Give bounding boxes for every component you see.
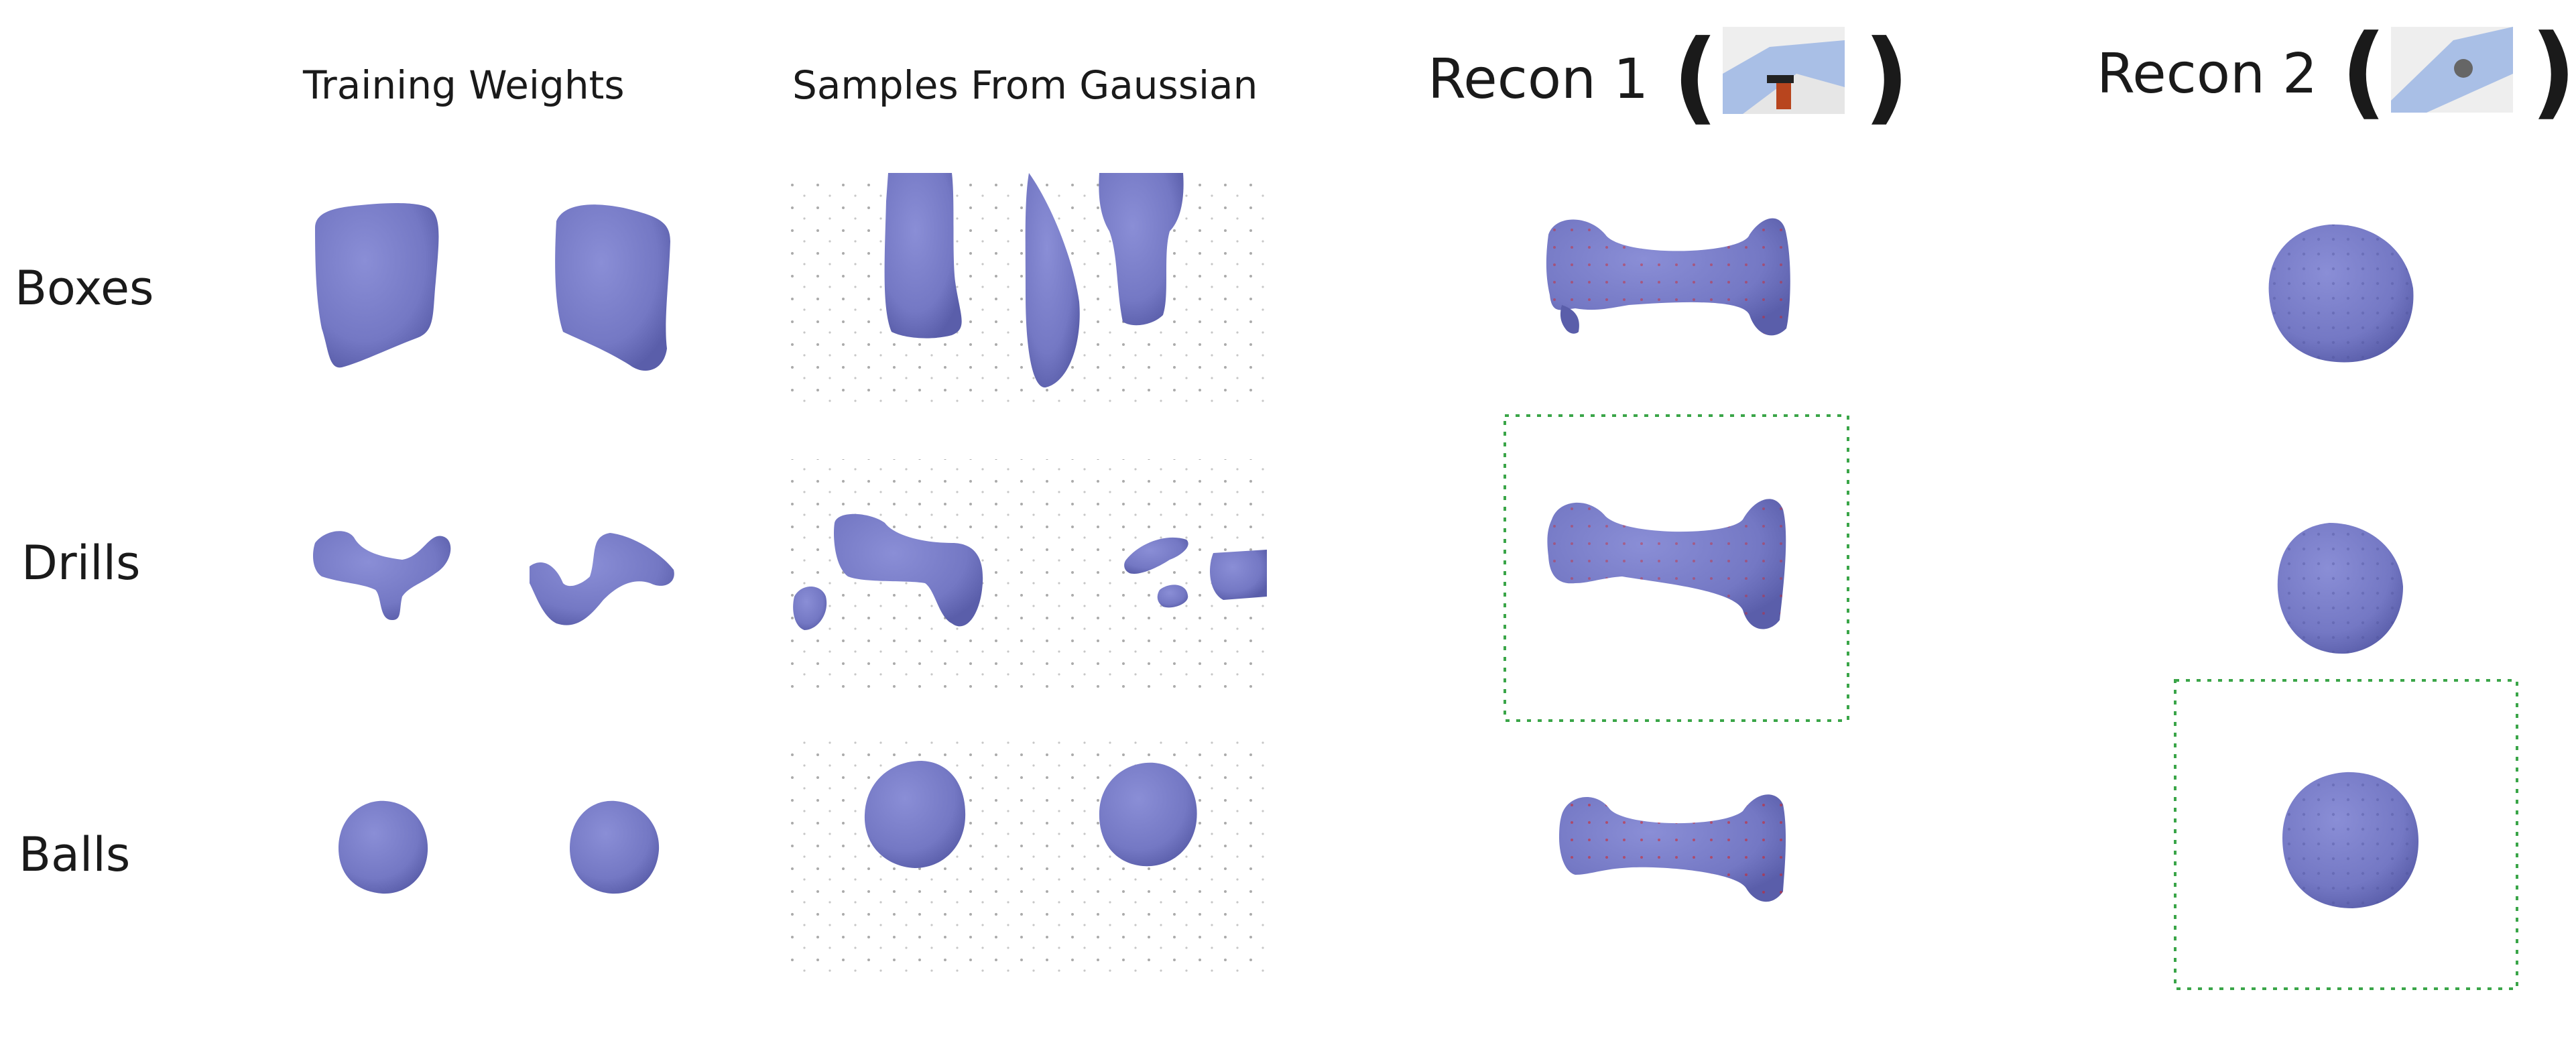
training-weight-drill-1: [313, 531, 451, 620]
header-recon-2: Recon 2: [2097, 42, 2318, 106]
header-recon-1: Recon 1: [1428, 48, 1649, 111]
row-label-boxes: Boxes: [15, 261, 154, 316]
row-label-drills: Drills: [21, 536, 141, 591]
recon-2-boxes: [2268, 224, 2414, 363]
recon-2-drills: [2277, 523, 2403, 654]
row-label-balls: Balls: [19, 827, 131, 882]
training-weight-ball-2: [570, 800, 660, 894]
training-weight-ball-1: [339, 800, 428, 894]
training-weight-box-2: [555, 204, 670, 371]
gaussian-sample-drills: [791, 459, 1267, 694]
recon-1-boxes: [1546, 218, 1790, 336]
recon-2-balls: [2174, 679, 2518, 990]
recon-2-paren-open: (: [2341, 13, 2387, 130]
header-samples-from-gaussian: Samples From Gaussian: [792, 62, 1258, 108]
training-weight-drill-2: [530, 533, 674, 625]
recon-2-thumbnail: [2391, 27, 2513, 113]
recon-1-drills: [1504, 414, 1849, 722]
recon-2-selection-box: [2174, 679, 2518, 990]
recon-1-thumbnail: [1723, 27, 1845, 114]
header-training-weights: Training Weights: [303, 62, 625, 108]
recon-2-paren-close: ): [2530, 13, 2576, 130]
recon-1-paren-open: (: [1672, 19, 1719, 135]
recon-1-selection-box: [1504, 414, 1849, 722]
training-weight-box-1: [315, 203, 439, 368]
gaussian-sample-balls: [791, 737, 1267, 972]
recon-1-paren-close: ): [1863, 19, 1910, 135]
recon-1-balls: [1559, 794, 1786, 902]
gaussian-sample-boxes: [791, 173, 1267, 409]
